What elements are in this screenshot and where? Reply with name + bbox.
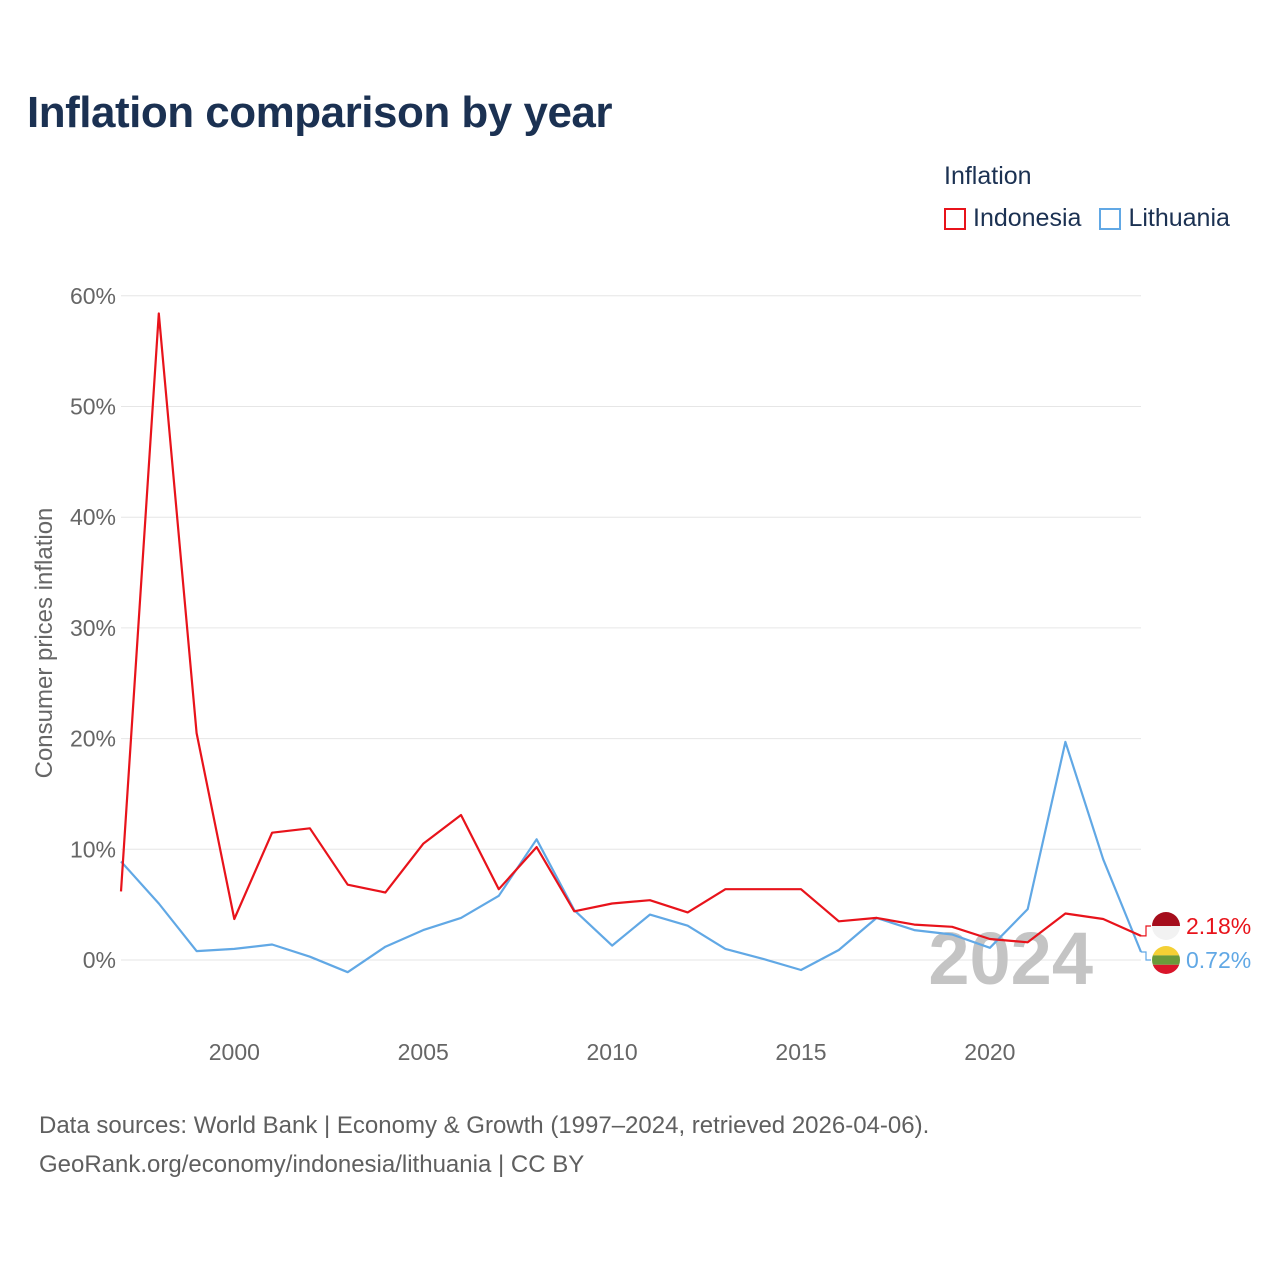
legend-swatch-indonesia: [944, 207, 966, 230]
legend-item-indonesia[interactable]: Indonesia: [944, 204, 1081, 233]
lithuania-flag-icon: [1152, 946, 1180, 974]
x-tick-label: 2015: [775, 1039, 826, 1065]
y-tick-label: 0%: [83, 947, 116, 973]
series-line-indonesia: [119, 312, 1142, 944]
end-value-label-indonesia: 2.18%: [1186, 913, 1251, 939]
x-tick-label: 2000: [209, 1039, 260, 1065]
y-tick-label: 10%: [70, 836, 116, 862]
legend-label-lithuania: Lithuania: [1128, 204, 1230, 232]
y-tick-label: 30%: [70, 615, 116, 641]
legend-item-lithuania[interactable]: Lithuania: [1099, 204, 1230, 233]
y-tick-label: 20%: [70, 726, 116, 752]
legend: Indonesia Lithuania: [944, 204, 1248, 233]
indonesia-flag-icon: [1152, 912, 1180, 940]
x-tick-label: 2010: [587, 1039, 638, 1065]
y-tick-label: 40%: [70, 504, 116, 530]
end-value-label-lithuania: 0.72%: [1186, 947, 1251, 973]
end-label-leader-lithuania: [1141, 951, 1151, 961]
legend-title: Inflation: [944, 162, 1032, 190]
sources-line-1: Data sources: World Bank | Economy & Gro…: [39, 1112, 930, 1139]
y-tick-label: 60%: [70, 283, 116, 309]
legend-label-indonesia: Indonesia: [973, 204, 1082, 232]
series-line-lithuania: [120, 740, 1143, 974]
y-axis-label: Consumer prices inflation: [31, 508, 58, 779]
end-label-leader-indonesia: [1141, 925, 1151, 937]
year-watermark: 2024: [928, 917, 1093, 1000]
legend-swatch-lithuania: [1099, 207, 1122, 230]
y-tick-label: 50%: [70, 394, 116, 420]
x-tick-label: 2005: [398, 1039, 449, 1065]
x-tick-label: 2020: [964, 1039, 1015, 1065]
page-title: Inflation comparison by year: [27, 88, 613, 137]
data-sources: Data sources: World Bank | Economy & Gro…: [39, 1106, 929, 1184]
sources-line-2[interactable]: GeoRank.org/economy/indonesia/lithuania …: [39, 1151, 585, 1178]
